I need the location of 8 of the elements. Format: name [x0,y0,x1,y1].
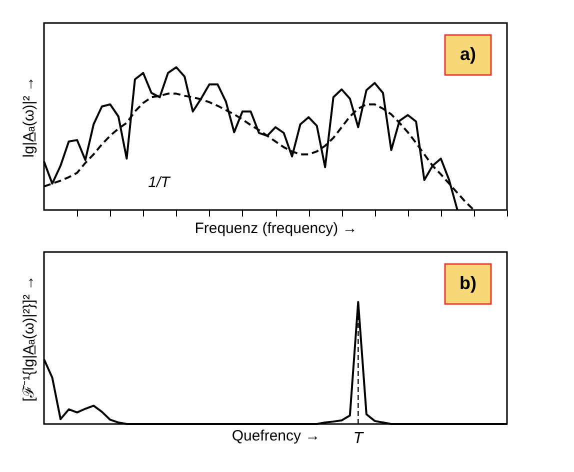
y-axis-title: lg|A̲ₐ(ω)|² → [20,76,38,158]
x-axis-title: Quefrency → [232,428,320,444]
text: a) [460,44,476,64]
x-axis-title: Frequenz (frequency) → [194,220,358,237]
y-axis-title: [ℱ⁻¹{lg|A̲ₐ(ω)|²}]² → [20,275,38,402]
annotation: 1/T [148,174,172,191]
text: T [353,430,364,447]
text: b) [460,273,476,293]
